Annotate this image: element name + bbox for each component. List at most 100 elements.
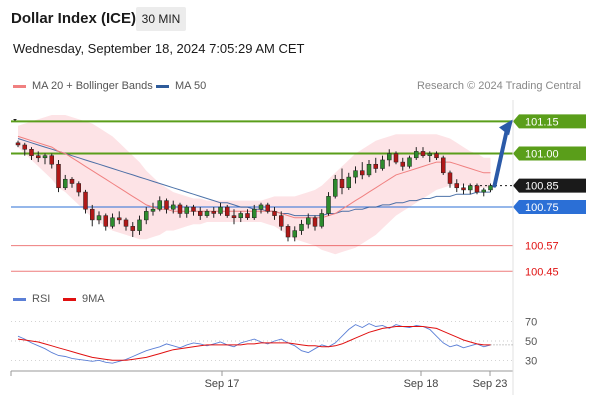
rsi-tick-label: 50 [525, 336, 537, 348]
candle [123, 217, 129, 231]
candle-body [96, 215, 102, 221]
candle-body [400, 161, 405, 167]
legend-ma50-swatch [156, 84, 169, 88]
rsi-9ma-line [17, 326, 491, 361]
candle-body [265, 204, 270, 212]
level-tag-shape [513, 200, 586, 215]
candle [454, 179, 459, 193]
candle [29, 147, 34, 160]
candle-body [137, 219, 142, 231]
legend-9ma-label: 9MA [82, 293, 105, 305]
candle [117, 211, 122, 225]
candle-body [184, 206, 189, 214]
candle-body [231, 215, 237, 219]
candle-body [468, 185, 473, 191]
candle [468, 183, 473, 195]
candle-body [312, 217, 318, 227]
candle-body [258, 204, 264, 210]
x-tick-label: Sep 23 [473, 378, 508, 390]
level-tag-text: 100.75 [525, 202, 559, 214]
candle [90, 204, 95, 227]
candle-body [164, 200, 169, 210]
candle-body [447, 172, 453, 184]
candle-body [339, 178, 345, 189]
candle [346, 172, 351, 190]
candle [393, 151, 399, 165]
candle [130, 222, 135, 238]
candle-body [110, 217, 115, 227]
candle-body [326, 196, 331, 214]
level-tag-100-75: 100.75 [513, 200, 586, 215]
candle-body [171, 204, 176, 210]
candle [231, 209, 237, 225]
candle [414, 147, 419, 160]
candle [380, 155, 385, 171]
candle [63, 174, 68, 190]
candle-body [83, 191, 88, 210]
candle-body [123, 219, 129, 227]
candle [360, 162, 365, 180]
candle-body [373, 163, 378, 169]
candle [312, 215, 318, 231]
candle-body [346, 176, 351, 189]
candle [218, 202, 223, 216]
candle-body [245, 213, 250, 219]
level-tag-shape [513, 114, 586, 129]
candle [474, 183, 480, 195]
level-tag-shape [513, 178, 586, 193]
forecast-arrow-shaft [492, 127, 509, 188]
chart-header: Dollar Index (ICE) 30 MIN [0, 0, 590, 34]
candle-body [279, 215, 284, 227]
timestamp: Wednesday, September 18, 2024 7:05:29 AM… [13, 41, 305, 56]
candle-body [420, 151, 426, 156]
candle [238, 211, 243, 223]
candle-body [211, 211, 216, 214]
candle [339, 168, 345, 195]
level-tag-text: 101.15 [525, 116, 559, 128]
candle [299, 219, 304, 235]
level-tag-101-15: 101.15 [513, 114, 586, 128]
candle [49, 153, 54, 169]
candle [427, 151, 432, 163]
level-label-100-45: 100.45 [525, 266, 559, 278]
candle-body [177, 204, 183, 214]
candle [177, 202, 183, 218]
candle [488, 183, 493, 193]
candle [245, 209, 250, 220]
candle-body [474, 185, 480, 193]
candle-body [360, 170, 365, 176]
legend-rsi-swatch [13, 297, 26, 301]
candle-body [441, 157, 446, 174]
candle [461, 183, 466, 195]
candle [103, 213, 108, 231]
candle [157, 196, 162, 212]
credit-text: Research © 2024 Trading Central [416, 80, 581, 92]
rsi-tick-label: 30 [525, 355, 537, 367]
candle-body [76, 183, 81, 193]
level-label-100-57: 100.57 [525, 241, 559, 253]
candle-body [292, 230, 297, 238]
candle [252, 204, 257, 220]
candle [225, 204, 230, 218]
candles [15, 140, 493, 242]
candle-body [393, 153, 399, 163]
candle [150, 202, 156, 216]
rsi-tick-label: 70 [525, 317, 537, 329]
candle [407, 155, 412, 169]
candle [171, 200, 176, 214]
interval-selector[interactable]: 30 MIN [136, 7, 186, 31]
forecast-arrow-head [499, 119, 513, 136]
candle [387, 149, 392, 167]
candle-body [461, 187, 466, 191]
candle [164, 198, 169, 214]
instrument-title: Dollar Index (ICE) [11, 10, 137, 27]
candle [204, 209, 210, 218]
candle-body [22, 144, 27, 150]
candle-body [144, 211, 149, 221]
legend-bollinger-swatch [13, 84, 26, 88]
candle-body [90, 208, 95, 221]
candle [447, 170, 453, 188]
candle [69, 177, 75, 188]
candle-body [414, 151, 419, 159]
candle [42, 153, 48, 165]
